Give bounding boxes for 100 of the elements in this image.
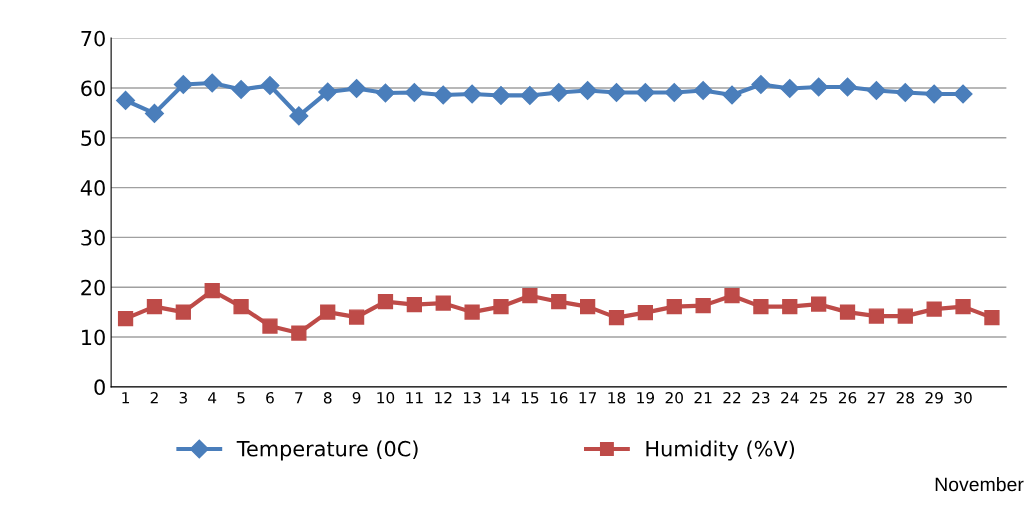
point <box>175 304 191 320</box>
x-tick-label: 26 <box>838 391 857 404</box>
point <box>320 304 336 320</box>
y-tick-label: 0 <box>94 379 105 396</box>
point <box>233 299 249 315</box>
legend-label: Temperature (0C) <box>236 440 418 461</box>
x-tick-label: 10 <box>377 391 395 404</box>
point <box>406 297 422 313</box>
point <box>318 82 338 102</box>
point <box>955 299 971 315</box>
point <box>375 83 396 103</box>
point <box>895 82 915 103</box>
y-tick-label: 60 <box>81 80 105 97</box>
point <box>809 77 829 97</box>
point <box>924 84 944 104</box>
point <box>146 299 163 315</box>
x-tick-label: 28 <box>896 391 914 404</box>
point <box>291 325 307 341</box>
point <box>782 299 798 315</box>
point <box>520 85 540 105</box>
point <box>404 82 424 103</box>
point <box>202 73 222 93</box>
point <box>637 304 654 321</box>
point <box>606 82 627 103</box>
y-tick-label: 20 <box>81 279 105 296</box>
point <box>204 283 220 299</box>
point <box>984 309 1000 326</box>
x-tick-label: 6 <box>266 391 274 404</box>
x-tick-label: 21 <box>694 391 712 404</box>
point <box>522 288 538 304</box>
point <box>551 294 567 310</box>
x-tick-label: 27 <box>867 391 885 404</box>
y-tick-label: 10 <box>82 329 105 346</box>
point <box>897 308 913 324</box>
point <box>780 78 800 99</box>
point <box>549 82 569 103</box>
point <box>608 309 625 326</box>
point <box>926 301 942 317</box>
point <box>493 299 509 315</box>
point <box>462 84 482 104</box>
point <box>866 80 886 101</box>
point <box>144 103 164 123</box>
x-tick-label: 25 <box>810 391 828 404</box>
point <box>117 310 134 327</box>
point <box>491 85 511 105</box>
x-tick-label: 20 <box>665 391 683 404</box>
point <box>262 318 278 334</box>
x-tick-label: 2 <box>150 391 158 404</box>
point <box>666 299 682 315</box>
x-tick-label: 13 <box>464 391 481 404</box>
point <box>578 80 598 101</box>
x-tick-label: 5 <box>237 392 245 404</box>
point <box>260 75 280 96</box>
x-tick-label: 4 <box>208 392 217 404</box>
x-tick-label: 1 <box>122 392 130 404</box>
point <box>953 84 973 104</box>
point <box>289 106 309 126</box>
x-tick-label: 9 <box>352 391 361 404</box>
x-tick-label: 29 <box>925 391 943 404</box>
y-tick-label: 40 <box>80 180 105 196</box>
point <box>693 80 713 101</box>
point <box>722 85 742 105</box>
point <box>868 308 885 324</box>
x-tick-label: 15 <box>521 392 539 404</box>
x-tick-label: 30 <box>954 391 972 404</box>
y-tick-label: 30 <box>81 229 105 246</box>
x-tick-label: 12 <box>435 391 452 404</box>
point <box>435 295 451 311</box>
x-tick-label: 19 <box>637 391 655 404</box>
point <box>231 79 251 100</box>
point <box>695 298 711 314</box>
x-tick-label: 11 <box>406 392 423 404</box>
point <box>579 299 596 315</box>
point <box>839 304 856 320</box>
x-tick-label: 17 <box>579 392 597 404</box>
text: November <box>935 477 1024 492</box>
x-tick-label: 7 <box>295 392 303 404</box>
point <box>348 309 365 325</box>
point <box>724 288 740 304</box>
legend-label: Humidity (%V) <box>646 440 795 461</box>
point <box>664 82 684 103</box>
x-tick-label: 16 <box>550 391 568 404</box>
x-tick-label: 24 <box>781 391 799 404</box>
x-tick-label: 23 <box>752 391 770 404</box>
point <box>751 74 771 95</box>
point <box>635 82 655 103</box>
point <box>173 74 193 95</box>
y-tick-label: 50 <box>81 130 105 146</box>
point <box>433 85 453 105</box>
point <box>347 78 367 99</box>
point <box>753 299 769 315</box>
x-tick-label: 3 <box>179 391 187 404</box>
point <box>377 294 394 310</box>
x-tick-label: 22 <box>723 391 741 404</box>
x-tick-label: 18 <box>608 391 626 404</box>
point <box>837 77 858 97</box>
x-tick-label: 8 <box>323 391 332 404</box>
point <box>116 90 136 110</box>
y-tick-label: 70 <box>81 30 105 47</box>
point <box>811 296 827 312</box>
